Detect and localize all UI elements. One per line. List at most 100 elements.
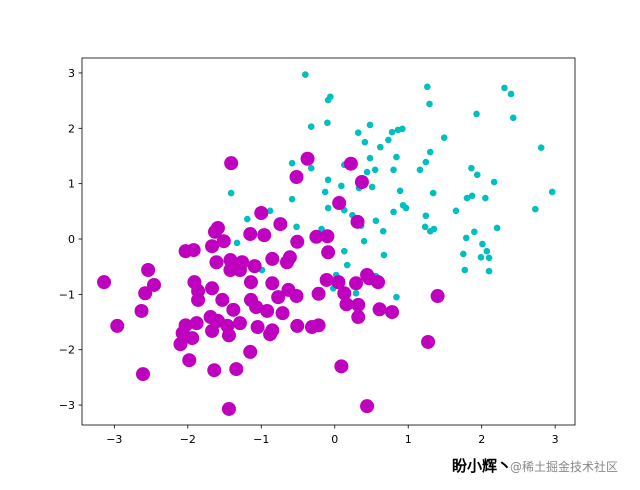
scatter-point (173, 337, 188, 352)
scatter-point (390, 208, 397, 216)
scatter-point (424, 83, 431, 91)
scatter-point (430, 225, 438, 233)
x-tick-label: 3 (552, 433, 559, 446)
scatter-point (250, 320, 265, 335)
scatter-point (260, 303, 275, 318)
scatter-point (205, 323, 220, 338)
scatter-point (244, 215, 251, 223)
scatter-point (332, 196, 347, 211)
y-tick-label: −2 (59, 344, 75, 357)
scatter-point (307, 123, 315, 130)
scatter-point (247, 259, 262, 274)
scatter-point (479, 240, 486, 248)
scatter-point (207, 224, 222, 239)
scatter-point (185, 331, 200, 346)
scatter-point (249, 300, 264, 315)
scatter-point (290, 234, 305, 249)
scatter-point (351, 310, 366, 325)
scatter-point (257, 228, 272, 243)
scatter-point (509, 114, 517, 122)
scatter-point (473, 171, 481, 179)
scatter-point (227, 189, 235, 197)
scatter-point (293, 223, 300, 231)
scatter-point (207, 363, 222, 378)
scatter-point (243, 227, 258, 242)
scatter-point (288, 159, 296, 167)
scatter-point (360, 237, 368, 245)
scatter-point (460, 250, 467, 258)
scatter-point (368, 183, 376, 191)
scatter-point (351, 297, 366, 312)
scatter-point (416, 166, 424, 174)
scatter-point (337, 286, 352, 301)
scatter-point (224, 156, 239, 171)
scatter-point (471, 228, 478, 236)
scatter-point (138, 286, 153, 301)
scatter-point (537, 144, 545, 151)
y-tick-label: 3 (68, 67, 75, 80)
scatter-point (354, 129, 362, 137)
scatter-point (182, 353, 197, 368)
y-tick-label: −1 (59, 288, 75, 301)
scatter-point (473, 110, 480, 118)
scatter-point (361, 138, 369, 146)
scatter-point (324, 96, 332, 104)
scatter-point (482, 194, 489, 202)
scatter-point (243, 344, 258, 359)
scatter-point (324, 119, 331, 127)
scatter-point (338, 182, 345, 190)
scatter-point (468, 192, 476, 200)
scatter-point (440, 134, 448, 142)
y-tick-label: 2 (68, 122, 75, 135)
scatter-point (311, 318, 326, 333)
scatter-point (430, 289, 445, 304)
scatter-point (232, 316, 247, 331)
scatter-point (339, 297, 354, 312)
scatter-point (265, 251, 280, 266)
scatter-point (426, 100, 433, 108)
scatter-point (289, 289, 304, 304)
scatter-point (493, 224, 501, 232)
scatter-point (452, 207, 460, 215)
scatter-point (141, 263, 156, 278)
scatter-point (215, 292, 230, 307)
scatter-point (309, 229, 324, 244)
scatter-point (300, 151, 315, 166)
scatter-point (223, 253, 238, 268)
scatter-point (97, 275, 112, 290)
plot-frame (81, 57, 576, 426)
scatter-point (388, 128, 396, 136)
scatter-point (461, 266, 469, 274)
y-tick-label: 0 (68, 233, 75, 246)
scatter-point (205, 239, 220, 254)
scatter-point (376, 143, 384, 151)
scatter-point (426, 148, 434, 156)
scatter-point (393, 153, 400, 161)
scatter-point (221, 401, 236, 416)
scatter-point (399, 125, 406, 133)
scatter-point (191, 292, 206, 307)
scatter-point (205, 281, 220, 296)
scatter-point (385, 136, 392, 144)
watermark-site: @稀土掘金技术社区 (510, 459, 618, 474)
scatter-point (343, 261, 351, 269)
x-tick-label: −1 (253, 433, 269, 446)
scatter-point (321, 245, 336, 260)
scatter-point (548, 188, 556, 196)
scatter-point (343, 156, 358, 171)
scatter-point (321, 188, 329, 196)
scatter-point (216, 234, 231, 249)
x-tick-label: 2 (478, 433, 485, 446)
scatter-point (334, 359, 349, 374)
scatter-point (307, 164, 315, 172)
scatter-point (186, 243, 201, 258)
scatter-point (302, 71, 309, 78)
scatter-point (360, 267, 375, 282)
scatter-point (134, 303, 149, 318)
scatter-point (324, 176, 332, 184)
scatter-point (422, 158, 430, 166)
scatter-point (320, 229, 335, 244)
scatter-point (265, 276, 280, 291)
x-tick-label: −2 (180, 433, 196, 446)
x-tick-label: −3 (106, 433, 122, 446)
